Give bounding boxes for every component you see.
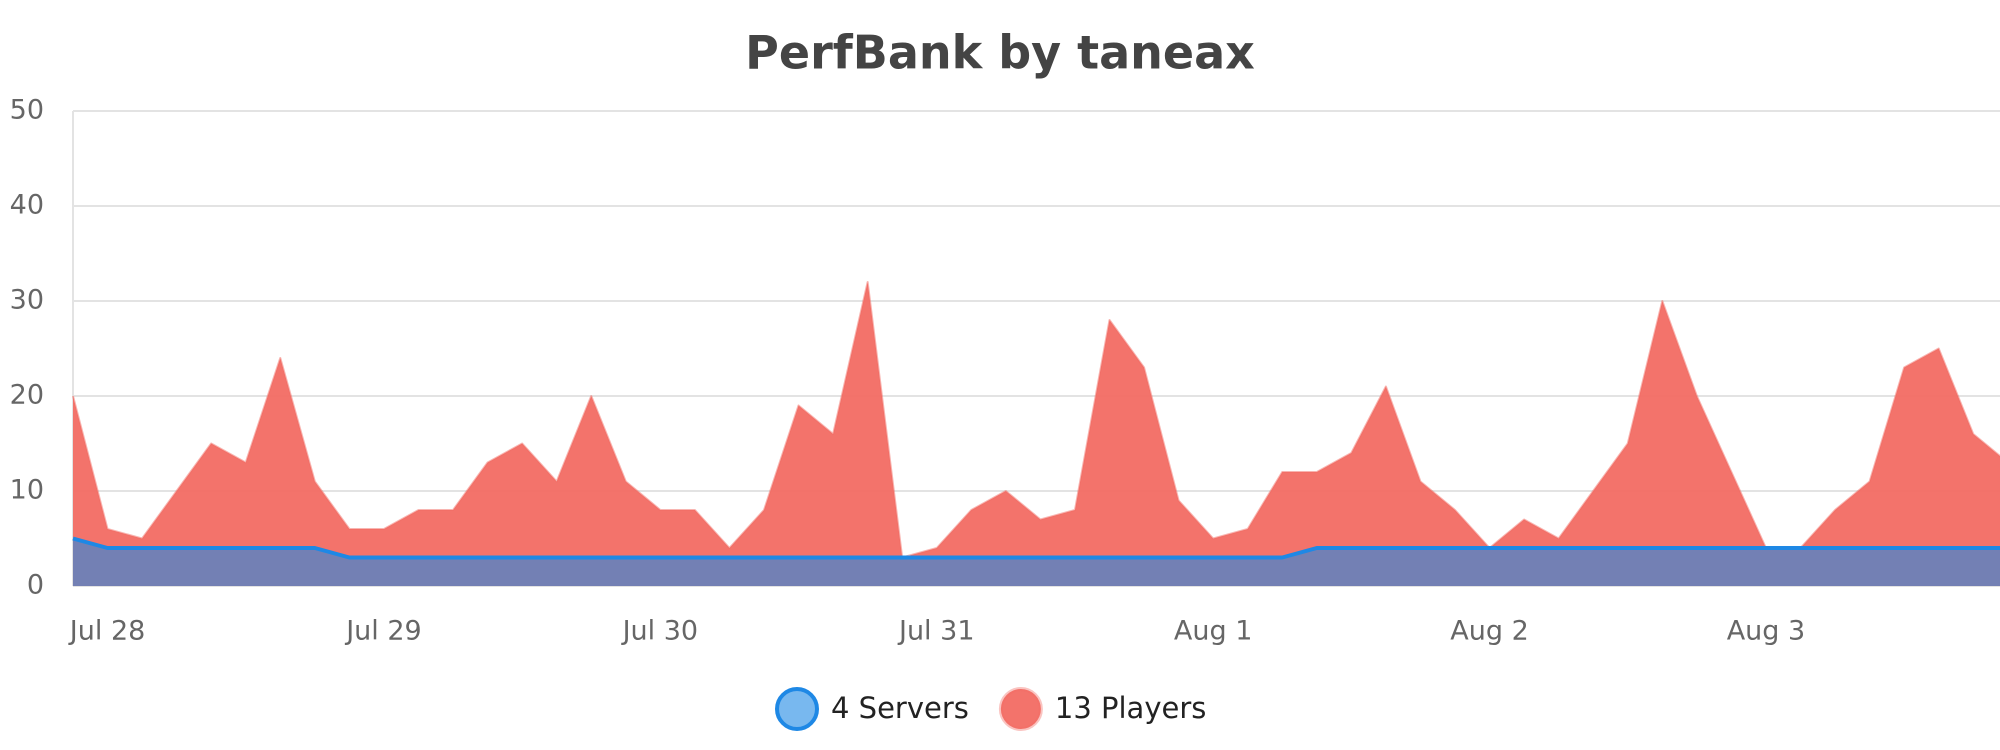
area <box>73 538 2000 586</box>
x-tick-label: Aug 2 <box>1450 616 1528 647</box>
x-tick-label: Jul 30 <box>621 616 699 647</box>
legend-marker <box>775 687 819 731</box>
y-tick-label: 20 <box>10 380 44 411</box>
y-tick-label: 50 <box>10 95 44 126</box>
plot-area <box>72 281 2000 586</box>
legend-marker <box>998 687 1043 731</box>
y-tick-label: 10 <box>10 475 44 506</box>
y-tick-label: 30 <box>10 285 44 316</box>
area <box>73 282 2000 586</box>
x-tick-label: Jul 31 <box>897 616 975 647</box>
line <box>72 281 2000 559</box>
line <box>72 536 2000 560</box>
x-tick-label: Aug 1 <box>1174 616 1252 647</box>
x-tick-label: Aug 3 <box>1727 616 1805 647</box>
legend-label: 4 Servers <box>831 691 969 725</box>
y-tick-label: 0 <box>27 570 44 601</box>
x-tick-label: Jul 29 <box>344 616 422 647</box>
x-tick-label: Jul 28 <box>68 616 146 647</box>
chart-title: PerfBank by taneax <box>745 26 1255 80</box>
y-tick-label: 40 <box>10 190 44 221</box>
legend-label: 13 Players <box>1055 691 1206 725</box>
